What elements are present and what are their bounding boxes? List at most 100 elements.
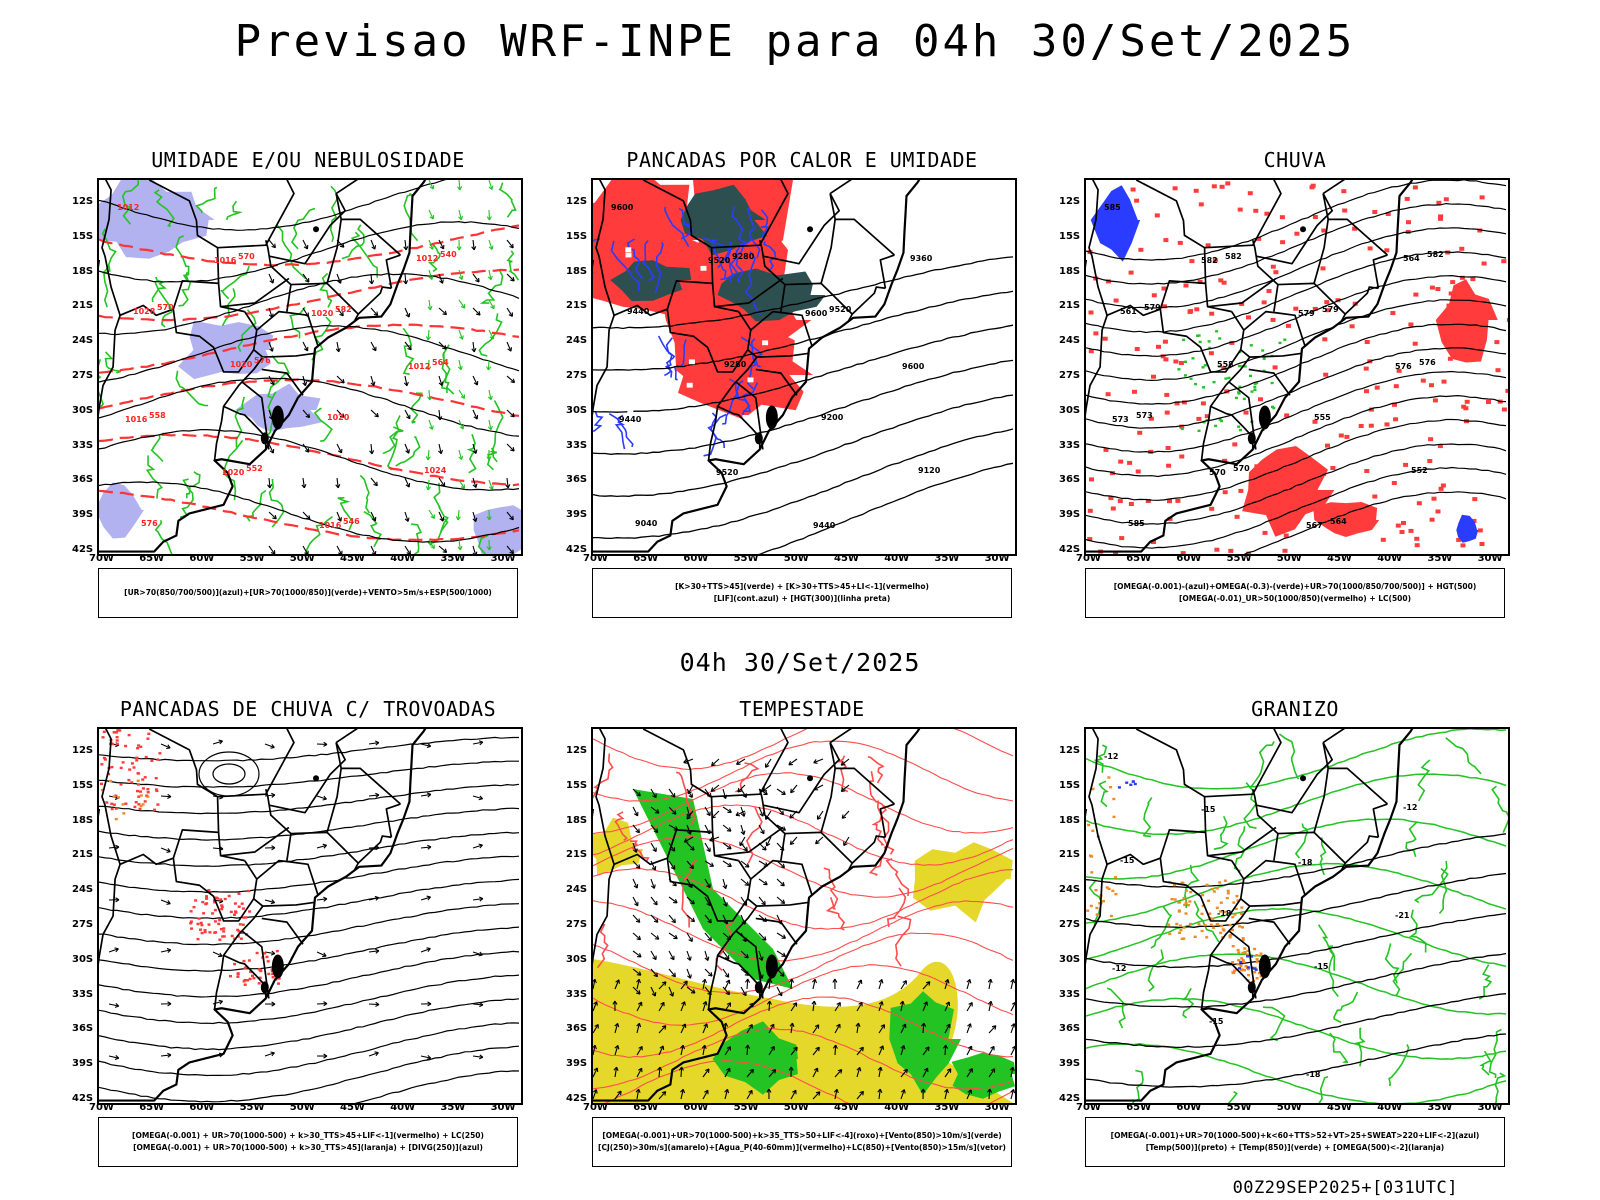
contour-label: -18 <box>1306 1070 1321 1079</box>
lat-tick-label: 21S <box>566 300 588 312</box>
lat-tick-label: 18S <box>566 814 588 826</box>
lat-tick-label: 12S <box>1059 196 1081 207</box>
lat-tick-label: 42S <box>566 544 588 555</box>
lat-tick-label: 15S <box>72 230 94 242</box>
lat-tick-label: 42S <box>1059 544 1081 555</box>
contour-label: 552 <box>246 464 263 473</box>
lon-tick-label: 55W <box>239 1102 265 1113</box>
lon-tick-label: 30W <box>984 1102 1010 1113</box>
lat-tick-label: 15S <box>566 230 588 242</box>
contour-label: 576 <box>254 356 271 365</box>
lon-tick-label: 65W <box>139 553 165 564</box>
lat-tick-label: 36S <box>1059 474 1081 486</box>
contour-label: 582 <box>1201 256 1218 265</box>
lon-tick-label: 50W <box>289 553 315 564</box>
legend-line: [OMEGA(-0.001) + UR>70(1000-500) + k>30_… <box>133 1143 483 1152</box>
contour-label: 579 <box>1144 303 1161 312</box>
lon-tick-label: 40W <box>1377 1102 1403 1113</box>
contour-label: 1020 <box>327 413 350 422</box>
coastline <box>1086 180 1414 553</box>
lat-tick-label: 33S <box>72 439 94 451</box>
lat-tick-label: 24S <box>72 884 94 896</box>
lon-tick-label: 50W <box>783 1102 809 1113</box>
main-title: Previsao WRF-INPE para 04h 30/Set/2025 <box>234 16 1356 67</box>
lon-tick-label: 55W <box>1226 1102 1252 1113</box>
coastline <box>593 729 921 1102</box>
lon-tick-label: 50W <box>1276 1102 1302 1113</box>
lat-tick-label: 21S <box>72 300 94 312</box>
contour-label: -12 <box>1104 752 1118 761</box>
contour-label: 576 <box>1395 362 1412 371</box>
contour-label: 570 <box>238 252 255 261</box>
legend-box: [OMEGA(-0.001) + UR>70(1000-500) + k>30_… <box>98 1117 518 1167</box>
lon-tick-label: 70W <box>1076 1102 1101 1113</box>
contour-label: 9600 <box>805 309 828 318</box>
contour-label: -18 <box>1298 858 1313 867</box>
lon-tick-label: 50W <box>1276 553 1302 564</box>
lon-tick-label: 45W <box>1327 553 1352 564</box>
lon-tick-label: 70W <box>89 553 114 564</box>
lat-tick-label: 12S <box>72 745 94 756</box>
lon-tick-label: 45W <box>1327 1102 1352 1113</box>
contour-label: 1016 <box>214 256 237 265</box>
contour-label: 9200 <box>821 413 844 422</box>
contour-label: 9440 <box>619 415 642 424</box>
lat-tick-label: 12S <box>566 745 588 756</box>
lat-tick-label: 18S <box>1059 814 1081 826</box>
contour-label: 540 <box>440 250 457 259</box>
legend-line: [OMEGA(-0.001)-(azul)+OMEGA(-0.3)-(verde… <box>1113 582 1477 591</box>
lon-tick-label: 35W <box>440 1102 466 1113</box>
lon-tick-label: 60W <box>1176 553 1202 564</box>
contour-label: -15 <box>1120 856 1135 865</box>
lon-tick-label: 70W <box>1076 553 1101 564</box>
contour-label: 9440 <box>813 521 836 530</box>
contour-label: 558 <box>1217 360 1234 369</box>
lat-tick-label: 33S <box>72 988 94 1000</box>
legend-line: [LIF](cont.azul) + [HGT(300)](linha pret… <box>713 594 891 603</box>
lat-tick-label: 27S <box>1059 919 1081 930</box>
contour-label: -12 <box>1112 964 1126 973</box>
legend-box: [OMEGA(-0.001)+UR>70(1000-500)+k<60+TTS>… <box>1085 1117 1505 1167</box>
lon-tick-label: 65W <box>633 553 659 564</box>
lat-tick-label: 21S <box>1059 300 1081 312</box>
lon-tick-label: 35W <box>934 553 960 564</box>
lon-tick-label: 35W <box>1427 553 1453 564</box>
lon-tick-label: 45W <box>340 1102 365 1113</box>
contour-label: 9120 <box>918 466 941 475</box>
lat-tick-label: 12S <box>72 196 94 207</box>
map-panel-3: 585 582 579 576 573 570 567 564 561 558 555 552 585 5… <box>1084 178 1510 556</box>
lon-tick-label: 60W <box>683 1102 709 1113</box>
lon-tick-label: 50W <box>289 1102 315 1113</box>
lat-tick-label: 15S <box>1059 230 1081 242</box>
contour-label: 9280 <box>724 360 747 369</box>
legend-line: [OMEGA(-0.001) + UR>70(1000-500) + k>30_… <box>132 1131 484 1140</box>
contour-label: 1020 <box>230 360 253 369</box>
map-panel-2: 9600 9520 9600 9600 9440 9520 9440 9360 9440 9280… <box>591 178 1017 556</box>
panel-title: PANCADAS DE CHUVA C/ TROVOADAS <box>119 697 497 721</box>
contour-label: 573 <box>1136 411 1153 420</box>
lat-tick-label: 18S <box>1059 265 1081 277</box>
lat-tick-label: 12S <box>566 196 588 207</box>
lon-tick-label: 30W <box>1477 553 1503 564</box>
lat-tick-label: 36S <box>566 1023 588 1035</box>
lat-tick-label: 30S <box>566 953 588 965</box>
lon-tick-label: 70W <box>583 1102 608 1113</box>
lat-tick-label: 39S <box>566 1058 588 1070</box>
lat-tick-label: 33S <box>566 439 588 451</box>
contour-label: 570 <box>157 303 174 312</box>
lat-tick-label: 39S <box>1059 509 1081 521</box>
legend-line: [OMEGA(-0.001)+UR>70(1000-500)+k>35_TTS>… <box>602 1131 1002 1140</box>
coastline <box>99 180 427 553</box>
legend-line: [OMEGA(-0.001)+UR>70(1000-500)+k<60+TTS>… <box>1110 1131 1480 1140</box>
lat-tick-label: 42S <box>72 1093 94 1104</box>
contour-label: 1028 <box>133 307 156 316</box>
contour-label: 573 <box>1112 415 1129 424</box>
contour-label: 585 <box>1128 519 1145 528</box>
contour-label: 570 <box>1233 464 1250 473</box>
contour-label: -15 <box>1201 805 1216 814</box>
lat-tick-label: 18S <box>72 814 94 826</box>
lon-tick-label: 65W <box>1126 553 1152 564</box>
lat-tick-label: 33S <box>1059 988 1081 1000</box>
lon-tick-label: 45W <box>834 553 859 564</box>
legend-line: [Temp(500)](preto) + [Temp(850)](verde) … <box>1145 1143 1445 1152</box>
